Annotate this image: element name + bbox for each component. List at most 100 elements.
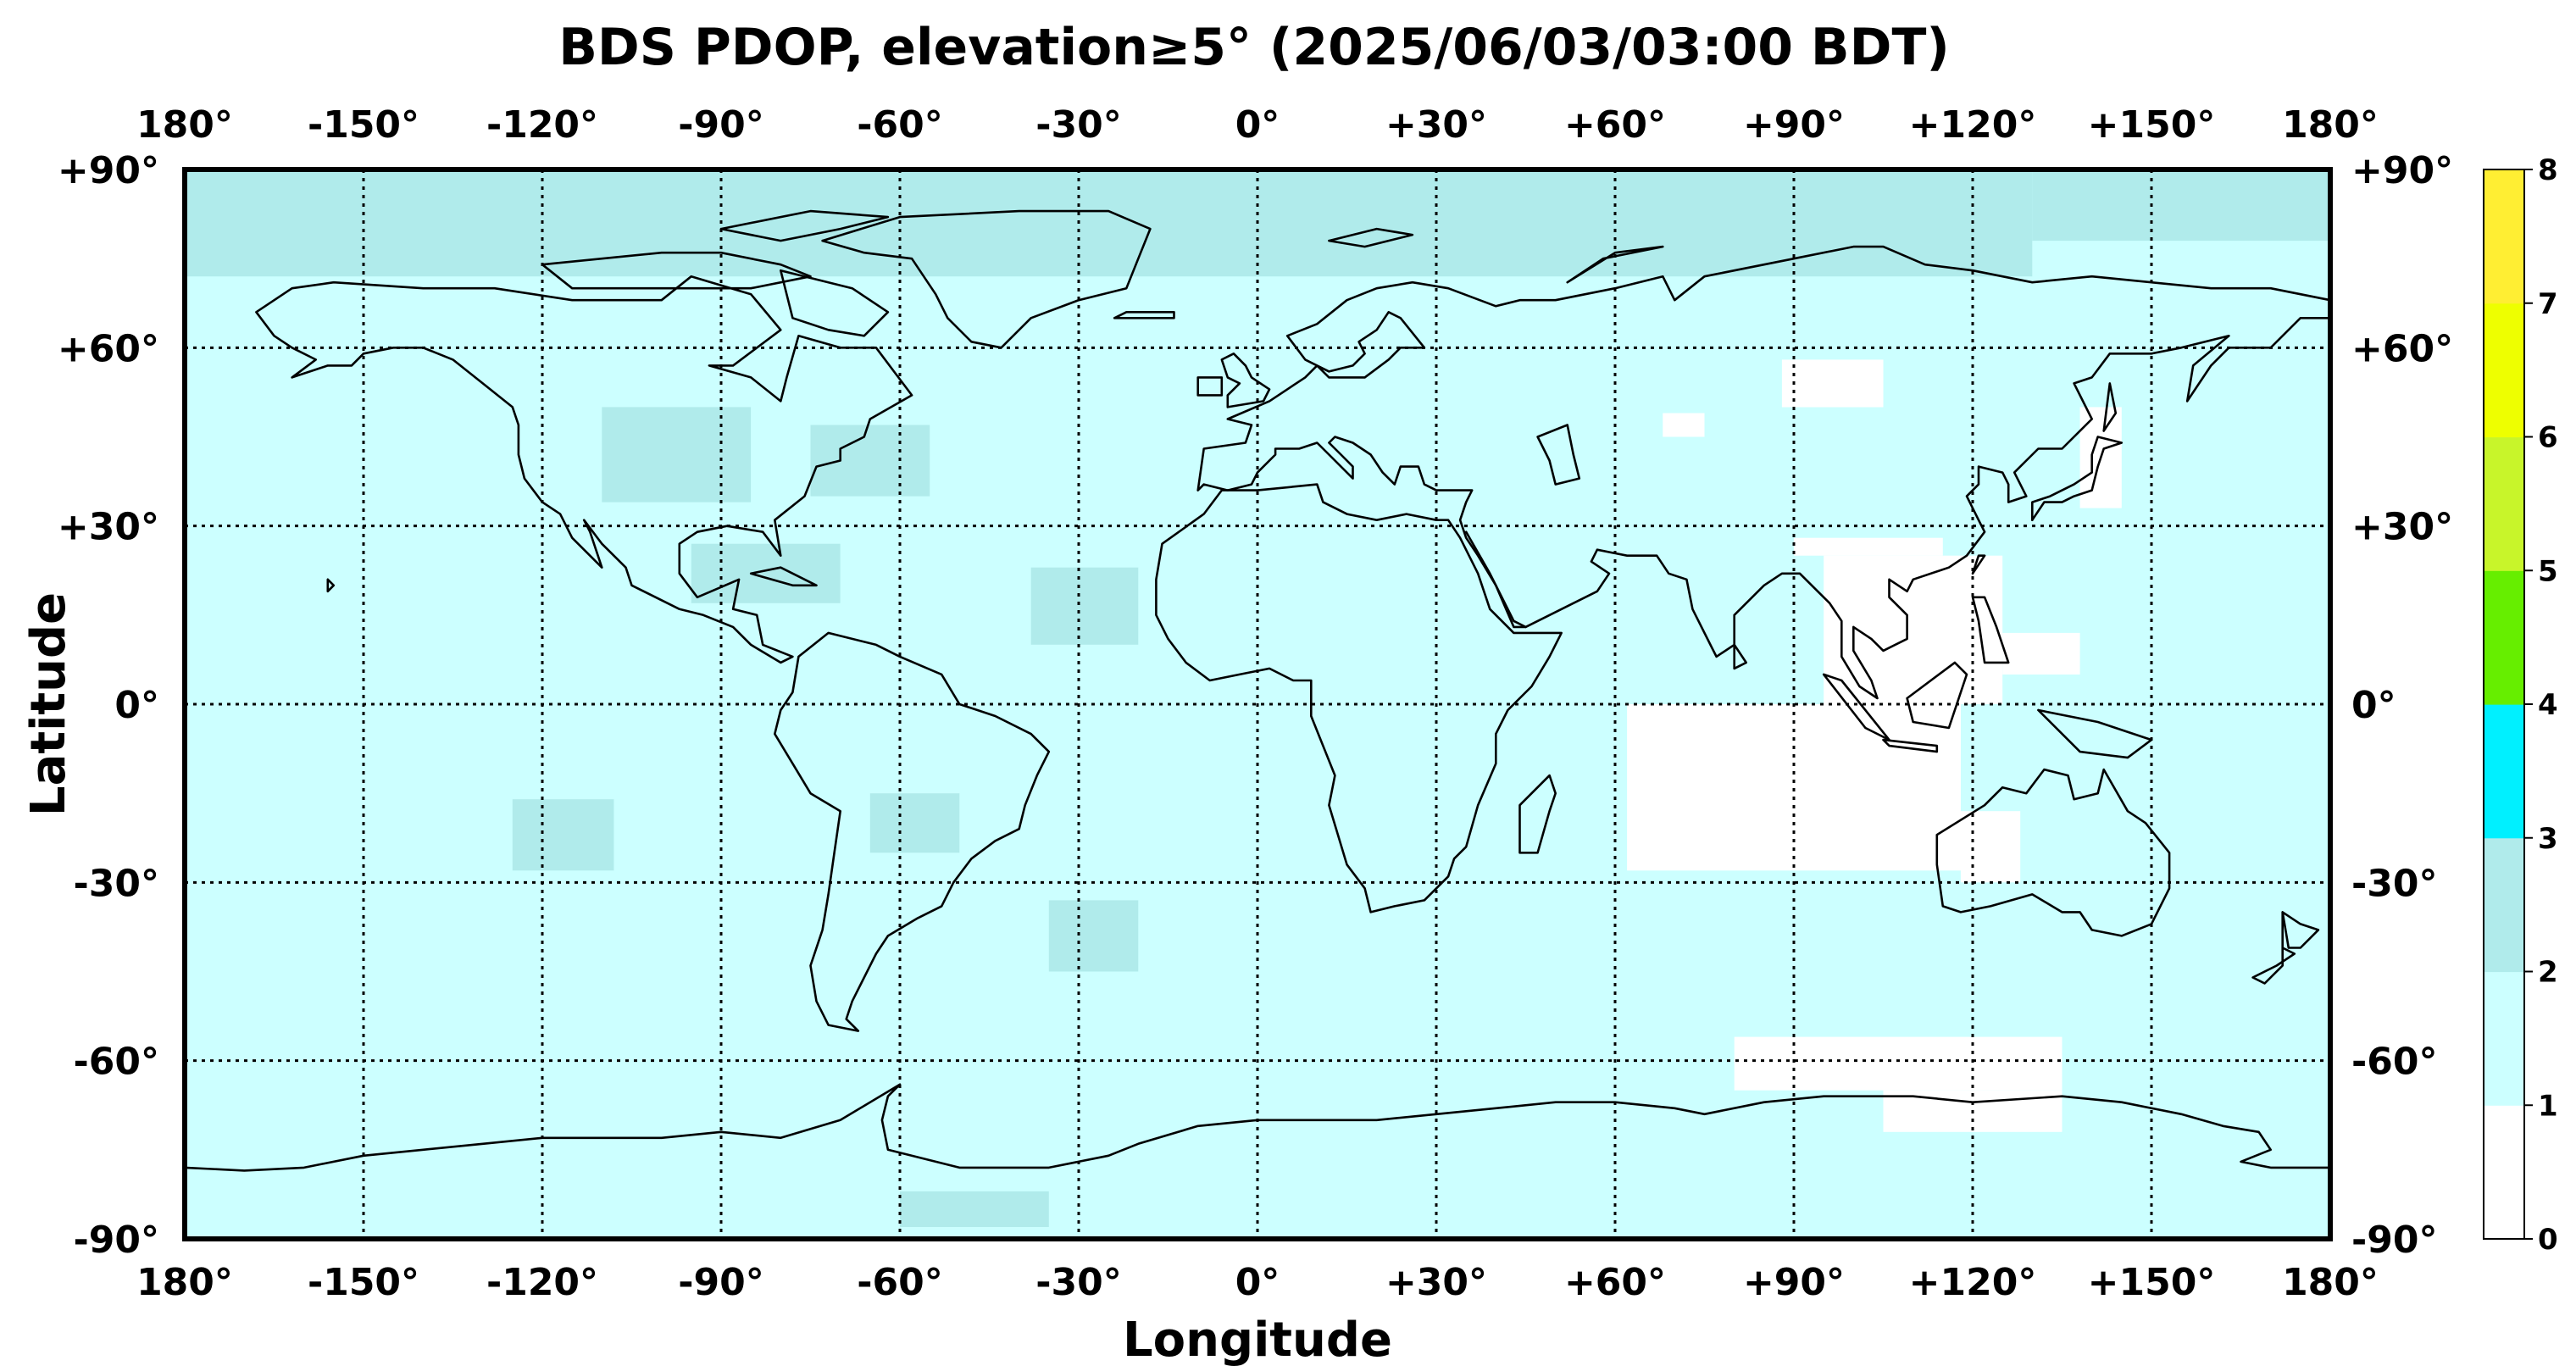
pdop-region-3 [602, 407, 752, 503]
pdop-region-16 [1734, 1036, 2062, 1091]
longitude-tick-label: -30° [1035, 103, 1122, 147]
latitude-tick-label: -90° [2351, 1219, 2438, 1262]
coastline-svalbard [1328, 227, 1414, 248]
pdop-heat-layer [185, 169, 2330, 1227]
longitude-tick-label: -90° [678, 103, 764, 147]
y-axis-label: Latitude [21, 592, 76, 816]
longitude-tick-label: +30° [1385, 103, 1487, 147]
pdop-region-14 [2002, 632, 2080, 675]
latitude-tick-label: -30° [74, 862, 160, 905]
latitude-tick-label: -90° [74, 1219, 160, 1262]
longitude-tick-label: +90° [1743, 1261, 1845, 1304]
pdop-region-5 [691, 543, 841, 603]
longitude-tick-label: +150° [2088, 103, 2216, 147]
latitude-tick-label: +90° [2351, 149, 2453, 192]
colorbar-tick-label: 3 [2538, 822, 2558, 856]
pdop-region-1 [2032, 169, 2330, 242]
longitude-tick-label: -120° [486, 1261, 598, 1304]
longitude-tick-label: -150° [308, 103, 419, 147]
pdop-region-12 [1824, 555, 2003, 704]
longitude-tick-label: +30° [1385, 1261, 1487, 1304]
coastline-greenland [821, 209, 1152, 349]
longitude-tick-label: -30° [1035, 1261, 1122, 1304]
coastline-north-america [255, 275, 913, 664]
latitude-tick-label: 0° [2351, 684, 2396, 727]
pdop-region-10 [869, 793, 960, 853]
longitude-tick-label: 180° [136, 103, 233, 147]
coastline-sri-lanka [1733, 643, 1747, 670]
colorbar-tick-label: 2 [2538, 956, 2558, 990]
colorbar-segment [2484, 837, 2524, 973]
latitude-tick-label: -60° [74, 1041, 160, 1084]
coastline-novaya-zemlya [1566, 245, 1664, 284]
coastline-sakhalin [2102, 382, 2118, 432]
coastline-africa [1155, 483, 1563, 913]
coastline-eurasia [1196, 245, 2332, 700]
coastline-borneo [1906, 661, 1968, 730]
pdop-region-2 [185, 169, 364, 242]
colorbar-tick-label: 5 [2538, 554, 2558, 588]
pdop-region-4 [810, 425, 930, 497]
latitude-tick-label: +60° [2351, 327, 2453, 370]
colorbar-segment [2484, 436, 2524, 571]
coastline-japan [2031, 436, 2124, 521]
coastline-ellesmere [719, 209, 890, 242]
coastline-madagascar [1518, 774, 1557, 854]
map-frame [182, 167, 2333, 1241]
graticule-layer [185, 169, 2330, 1239]
longitude-tick-label: +90° [1743, 103, 1845, 147]
colorbar-segment [2484, 169, 2524, 304]
colorbar-segment [2484, 704, 2524, 839]
pdop-region-18 [1781, 359, 1884, 408]
colorbar-tick-label: 1 [2538, 1089, 2558, 1123]
coastline-taiwan [1971, 554, 1986, 575]
longitude-tick-label: +60° [1564, 103, 1666, 147]
pdop-region-0 [185, 169, 2033, 277]
longitude-tick-label: -60° [857, 103, 943, 147]
latitude-tick-label: 0° [114, 684, 159, 727]
coastline-java [1882, 738, 1939, 753]
colorbar-segment [2484, 570, 2524, 705]
coastline-ireland [1196, 376, 1224, 397]
colorbar-tick-label: 6 [2538, 421, 2558, 455]
coastline-canadian-arctic-islands [541, 251, 812, 290]
coastline-britain [1220, 353, 1271, 408]
pdop-region-7 [512, 799, 614, 871]
latitude-ticks-right: +90° +60° +30° 0° -30° -60° -90° [2351, 149, 2453, 1262]
latitude-tick-label: -60° [2351, 1041, 2438, 1084]
longitude-tick-label: -90° [678, 1261, 764, 1304]
longitude-tick-label: +120° [1909, 1261, 2037, 1304]
colorbar-segment [2484, 971, 2524, 1106]
latitude-tick-label: +90° [58, 149, 159, 192]
pdop-region-19 [1663, 413, 1705, 437]
longitude-tick-label: 180° [2282, 103, 2379, 147]
coastline-new-guinea [2037, 708, 2153, 759]
x-axis-label: Longitude [1123, 1313, 1392, 1366]
longitude-ticks-bottom: 180° -150° -120° -90° -60° -30° 0° +30° +60° +90°… [136, 1261, 2379, 1304]
coastline-baffin [780, 269, 890, 337]
coastline-australia [1935, 768, 2171, 937]
longitude-tick-label: 0° [1235, 103, 1280, 147]
coastline-iceland [1113, 311, 1175, 319]
latitude-tick-label: -30° [2351, 862, 2438, 905]
longitude-tick-label: 0° [1235, 1261, 1280, 1304]
pdop-region-6 [1030, 567, 1139, 645]
longitude-tick-label: +150° [2088, 1261, 2216, 1304]
colorbar-tick-label: 0 [2538, 1223, 2558, 1257]
longitude-tick-label: +60° [1564, 1261, 1666, 1304]
colorbar-tick-label: 7 [2538, 287, 2558, 321]
chart-title: BDS PDOP, elevation≥5° (2025/06/03/03:00… [558, 18, 1950, 77]
longitude-tick-label: 180° [2282, 1261, 2379, 1304]
colorbar-segment [2484, 1105, 2524, 1240]
longitude-tick-label: -150° [308, 1261, 419, 1304]
coastline-south-america [774, 631, 1051, 1032]
latitude-tick-label: +30° [58, 506, 159, 549]
longitude-ticks-top: 180° -150° -120° -90° -60° -30° 0° +30° +60° +90°… [136, 103, 2379, 147]
coastline-hawaii [326, 578, 336, 593]
colorbar-tick-label: 4 [2538, 688, 2558, 722]
pdop-region-15 [1960, 811, 2021, 883]
coastline-new-zealand [2251, 911, 2320, 985]
longitude-tick-label: -120° [486, 103, 598, 147]
coastline-arabia-red-sea [1464, 530, 1527, 629]
